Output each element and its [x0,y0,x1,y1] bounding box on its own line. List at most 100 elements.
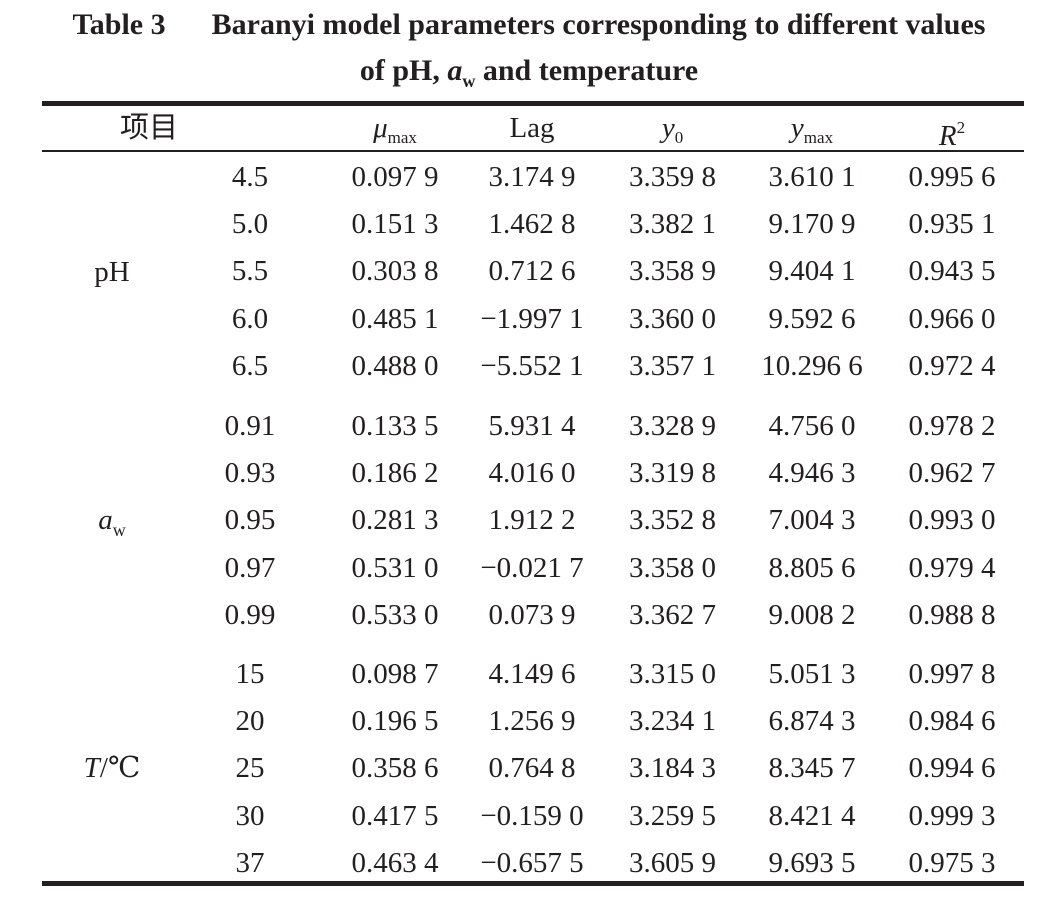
level-cell: 30 [235,800,265,832]
r-squared-cell: 0.943 5 [908,255,996,287]
y0-cell: 3.234 1 [629,705,716,737]
y-max-cell: 4.756 0 [768,410,856,442]
y-max-cell: 8.345 7 [768,752,856,784]
caption-prefix: of pH, [359,54,448,87]
level-cell: 4.5 [231,161,269,193]
level-cell: 0.93 [224,457,276,489]
y0-cell: 3.259 5 [629,800,716,832]
mu-max-cell: 0.417 5 [351,800,439,832]
lag-cell: −1.997 1 [480,303,584,335]
y0-cell: 3.184 3 [629,752,716,784]
r-squared-cell: 0.997 8 [908,658,996,690]
lag-cell: 0.073 9 [488,599,576,631]
table-label: Table 3 [72,8,166,41]
header-item: 项目 [120,112,179,144]
r-squared-cell: 0.979 4 [908,552,996,584]
header-y0: y0 [661,112,684,147]
level-cell: 6.5 [231,350,269,382]
r-squared-cell: 0.966 0 [908,303,996,335]
group-label-temperature: T/℃ [83,752,141,784]
y-max-cell: 3.610 1 [768,161,856,193]
y-max-cell: 7.004 3 [768,504,856,536]
table-caption-line2: of pH, aw and temperature [0,48,1058,104]
y-max-cell: 9.170 9 [768,208,856,240]
lag-cell: 0.764 8 [488,752,576,784]
caption-aw-base: a [447,54,463,87]
y0-cell: 3.358 0 [629,552,716,584]
y-max-cell: 9.404 1 [768,255,856,287]
y-max-cell: 9.592 6 [768,303,856,335]
y0-cell: 3.352 8 [629,504,716,536]
mu-max-cell: 0.098 7 [351,658,439,690]
mu-max-cell: 0.151 3 [351,208,439,240]
r-squared-cell: 0.972 4 [908,350,996,382]
y-max-cell: 9.008 2 [768,599,856,631]
r-squared-cell: 0.988 8 [908,599,996,631]
y-max-cell: 10.296 6 [761,350,863,382]
caption-suffix: and temperature [475,54,699,87]
y-max-cell: 4.946 3 [768,457,856,489]
table-top-rule [42,101,1024,106]
header-lag: Lag [509,112,555,144]
y0-cell: 3.362 7 [629,599,716,631]
y0-cell: 3.360 0 [629,303,716,335]
r-squared-cell: 0.994 6 [908,752,996,784]
header-r-squared: R2 [938,118,966,152]
r-squared-cell: 0.999 3 [908,800,996,832]
lag-cell: 1.912 2 [488,504,576,536]
lag-cell: 4.016 0 [488,457,576,489]
y-max-cell: 5.051 3 [768,658,856,690]
mu-max-cell: 0.281 3 [351,504,439,536]
level-cell: 5.5 [231,255,269,287]
r-squared-cell: 0.962 7 [908,457,996,489]
y-max-cell: 8.805 6 [768,552,856,584]
mu-max-cell: 0.358 6 [351,752,439,784]
r-squared-cell: 0.995 6 [908,161,996,193]
mu-max-cell: 0.488 0 [351,350,439,382]
lag-cell: −0.657 5 [480,847,584,879]
group-label-ph: pH [94,256,130,288]
lag-cell: −0.159 0 [480,800,584,832]
mu-max-cell: 0.463 4 [351,847,439,879]
mu-max-cell: 0.531 0 [351,552,439,584]
mu-max-cell: 0.303 8 [351,255,439,287]
level-cell: 15 [235,658,265,690]
mu-max-cell: 0.485 1 [351,303,439,335]
mu-max-cell: 0.186 2 [351,457,439,489]
mu-max-cell: 0.196 5 [351,705,439,737]
level-cell: 6.0 [231,303,269,335]
r-squared-cell: 0.935 1 [908,208,996,240]
r-squared-cell: 0.984 6 [908,705,996,737]
level-cell: 0.99 [224,599,276,631]
header-mu-max: μmax [373,112,417,147]
mu-max-cell: 0.133 5 [351,410,439,442]
table-header-rule [42,150,1024,152]
y0-cell: 3.328 9 [629,410,716,442]
group-label-water-activity: aw [98,504,126,540]
level-cell: 5.0 [231,208,269,240]
level-cell: 0.97 [224,552,276,584]
mu-max-cell: 0.097 9 [351,161,439,193]
lag-cell: 1.256 9 [488,705,576,737]
r-squared-cell: 0.978 2 [908,410,996,442]
table-title: Baranyi model parameters corresponding t… [211,8,986,41]
level-cell: 0.91 [224,410,276,442]
y0-cell: 3.358 9 [629,255,716,287]
level-cell: 37 [235,847,265,879]
caption-aw-sub: w [462,71,476,91]
lag-cell: 5.931 4 [488,410,576,442]
y0-cell: 3.315 0 [629,658,716,690]
lag-cell: 4.149 6 [488,658,576,690]
lag-cell: −0.021 7 [480,552,584,584]
y-max-cell: 8.421 4 [768,800,856,832]
level-cell: 0.95 [224,504,276,536]
level-cell: 25 [235,752,265,784]
y0-cell: 3.359 8 [629,161,716,193]
lag-cell: 1.462 8 [488,208,576,240]
y0-cell: 3.605 9 [629,847,716,879]
y-max-cell: 6.874 3 [768,705,856,737]
header-y-max: ymax [790,112,834,147]
r-squared-cell: 0.975 3 [908,847,996,879]
table-caption-line1: Table 3 Baranyi model parameters correspo… [0,2,1058,48]
lag-cell: 0.712 6 [488,255,576,287]
